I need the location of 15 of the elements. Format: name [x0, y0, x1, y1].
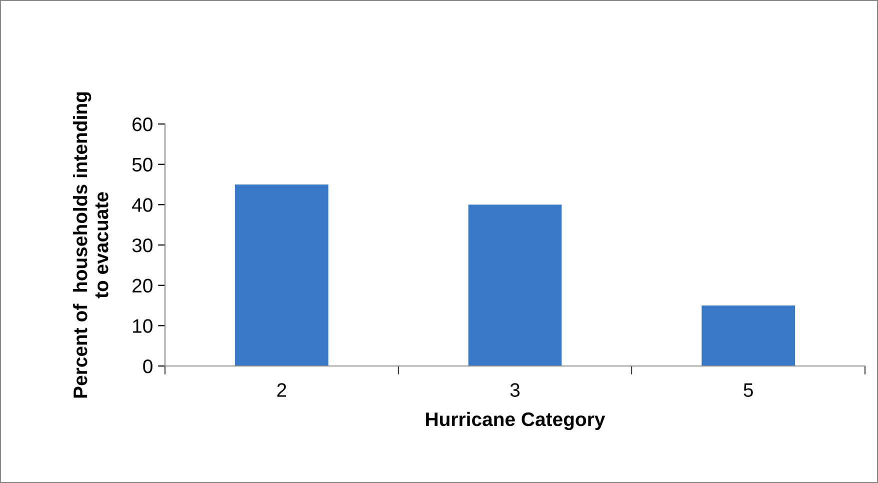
x-tick-label: 2: [277, 383, 286, 397]
y-tick-label: 10: [133, 319, 152, 333]
bar: [468, 204, 562, 366]
x-tick-label: 3: [510, 383, 520, 397]
y-tick-label: 60: [132, 117, 152, 132]
bar: [702, 306, 795, 366]
y-tick-label: 0: [143, 359, 152, 374]
bar: [235, 184, 328, 366]
y-tick-label: 20: [132, 278, 152, 293]
y-tick-label: 40: [132, 198, 152, 212]
x-tick-label: 5: [744, 383, 753, 397]
x-axis-title: Hurricane Category: [426, 412, 606, 430]
y-tick-label: 30: [132, 238, 152, 252]
y-axis-title: Percent of households intending to evacuate: [72, 92, 108, 398]
y-tick-label: 50: [132, 158, 152, 172]
